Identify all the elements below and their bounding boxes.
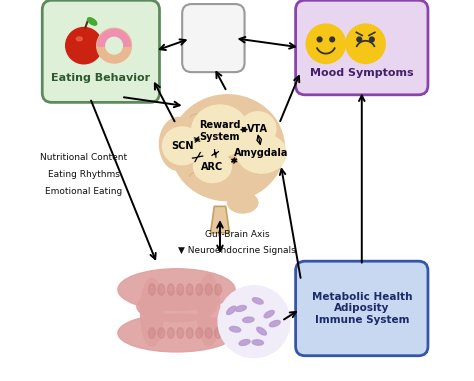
- Ellipse shape: [193, 151, 231, 182]
- Ellipse shape: [167, 284, 174, 295]
- Ellipse shape: [237, 134, 286, 173]
- Ellipse shape: [243, 317, 254, 322]
- Circle shape: [357, 37, 362, 42]
- Text: Reward
System: Reward System: [199, 120, 241, 141]
- Polygon shape: [98, 29, 130, 46]
- Circle shape: [66, 27, 102, 64]
- Ellipse shape: [228, 192, 258, 213]
- Circle shape: [106, 37, 122, 54]
- Text: Eating Behavior: Eating Behavior: [51, 74, 150, 83]
- Ellipse shape: [197, 274, 220, 346]
- Ellipse shape: [252, 298, 263, 304]
- Text: Eating Rhythms: Eating Rhythms: [48, 170, 120, 179]
- FancyBboxPatch shape: [182, 4, 245, 72]
- Circle shape: [346, 24, 385, 63]
- Ellipse shape: [252, 340, 264, 345]
- Text: ▼ Neuroendocrine Signals: ▼ Neuroendocrine Signals: [178, 246, 296, 255]
- Ellipse shape: [196, 284, 202, 295]
- Circle shape: [330, 37, 335, 42]
- Ellipse shape: [167, 328, 174, 338]
- Ellipse shape: [137, 291, 216, 322]
- Ellipse shape: [205, 328, 212, 338]
- Ellipse shape: [191, 105, 248, 157]
- Ellipse shape: [141, 278, 163, 346]
- Ellipse shape: [235, 306, 246, 311]
- Ellipse shape: [88, 18, 97, 25]
- Ellipse shape: [118, 269, 235, 311]
- Text: Amygdala: Amygdala: [234, 149, 289, 158]
- Text: Emotional Eating: Emotional Eating: [45, 187, 122, 197]
- FancyBboxPatch shape: [296, 0, 428, 95]
- Text: ARC: ARC: [201, 162, 224, 172]
- Ellipse shape: [227, 306, 236, 315]
- Ellipse shape: [118, 314, 235, 352]
- Text: Nutritional Content: Nutritional Content: [40, 153, 128, 162]
- Text: VTA: VTA: [247, 124, 268, 134]
- Text: Gut-Brain Axis: Gut-Brain Axis: [205, 230, 269, 239]
- Ellipse shape: [239, 339, 250, 346]
- Ellipse shape: [186, 284, 193, 295]
- Ellipse shape: [163, 127, 202, 165]
- Ellipse shape: [148, 284, 155, 295]
- Ellipse shape: [186, 328, 193, 338]
- Text: Mood Symptoms: Mood Symptoms: [310, 68, 414, 78]
- Ellipse shape: [171, 95, 284, 201]
- Text: Metabolic Health
Adiposity
Immune System: Metabolic Health Adiposity Immune System: [311, 292, 412, 325]
- Ellipse shape: [158, 328, 165, 338]
- Ellipse shape: [215, 284, 221, 295]
- Ellipse shape: [269, 320, 280, 327]
- Ellipse shape: [257, 327, 266, 335]
- Ellipse shape: [76, 37, 82, 41]
- Circle shape: [97, 28, 131, 63]
- Ellipse shape: [215, 328, 221, 338]
- Ellipse shape: [159, 117, 197, 170]
- Ellipse shape: [177, 328, 184, 338]
- Circle shape: [306, 24, 346, 63]
- PathPatch shape: [210, 207, 229, 233]
- Circle shape: [218, 286, 290, 358]
- Circle shape: [370, 37, 374, 42]
- FancyBboxPatch shape: [42, 0, 159, 102]
- Circle shape: [317, 37, 322, 42]
- FancyBboxPatch shape: [296, 261, 428, 356]
- Ellipse shape: [177, 284, 184, 295]
- Ellipse shape: [240, 112, 276, 146]
- Ellipse shape: [229, 327, 241, 332]
- Ellipse shape: [264, 311, 274, 318]
- Text: SCN: SCN: [171, 141, 193, 151]
- Ellipse shape: [148, 328, 155, 338]
- Ellipse shape: [196, 328, 202, 338]
- Ellipse shape: [158, 284, 165, 295]
- Ellipse shape: [205, 284, 212, 295]
